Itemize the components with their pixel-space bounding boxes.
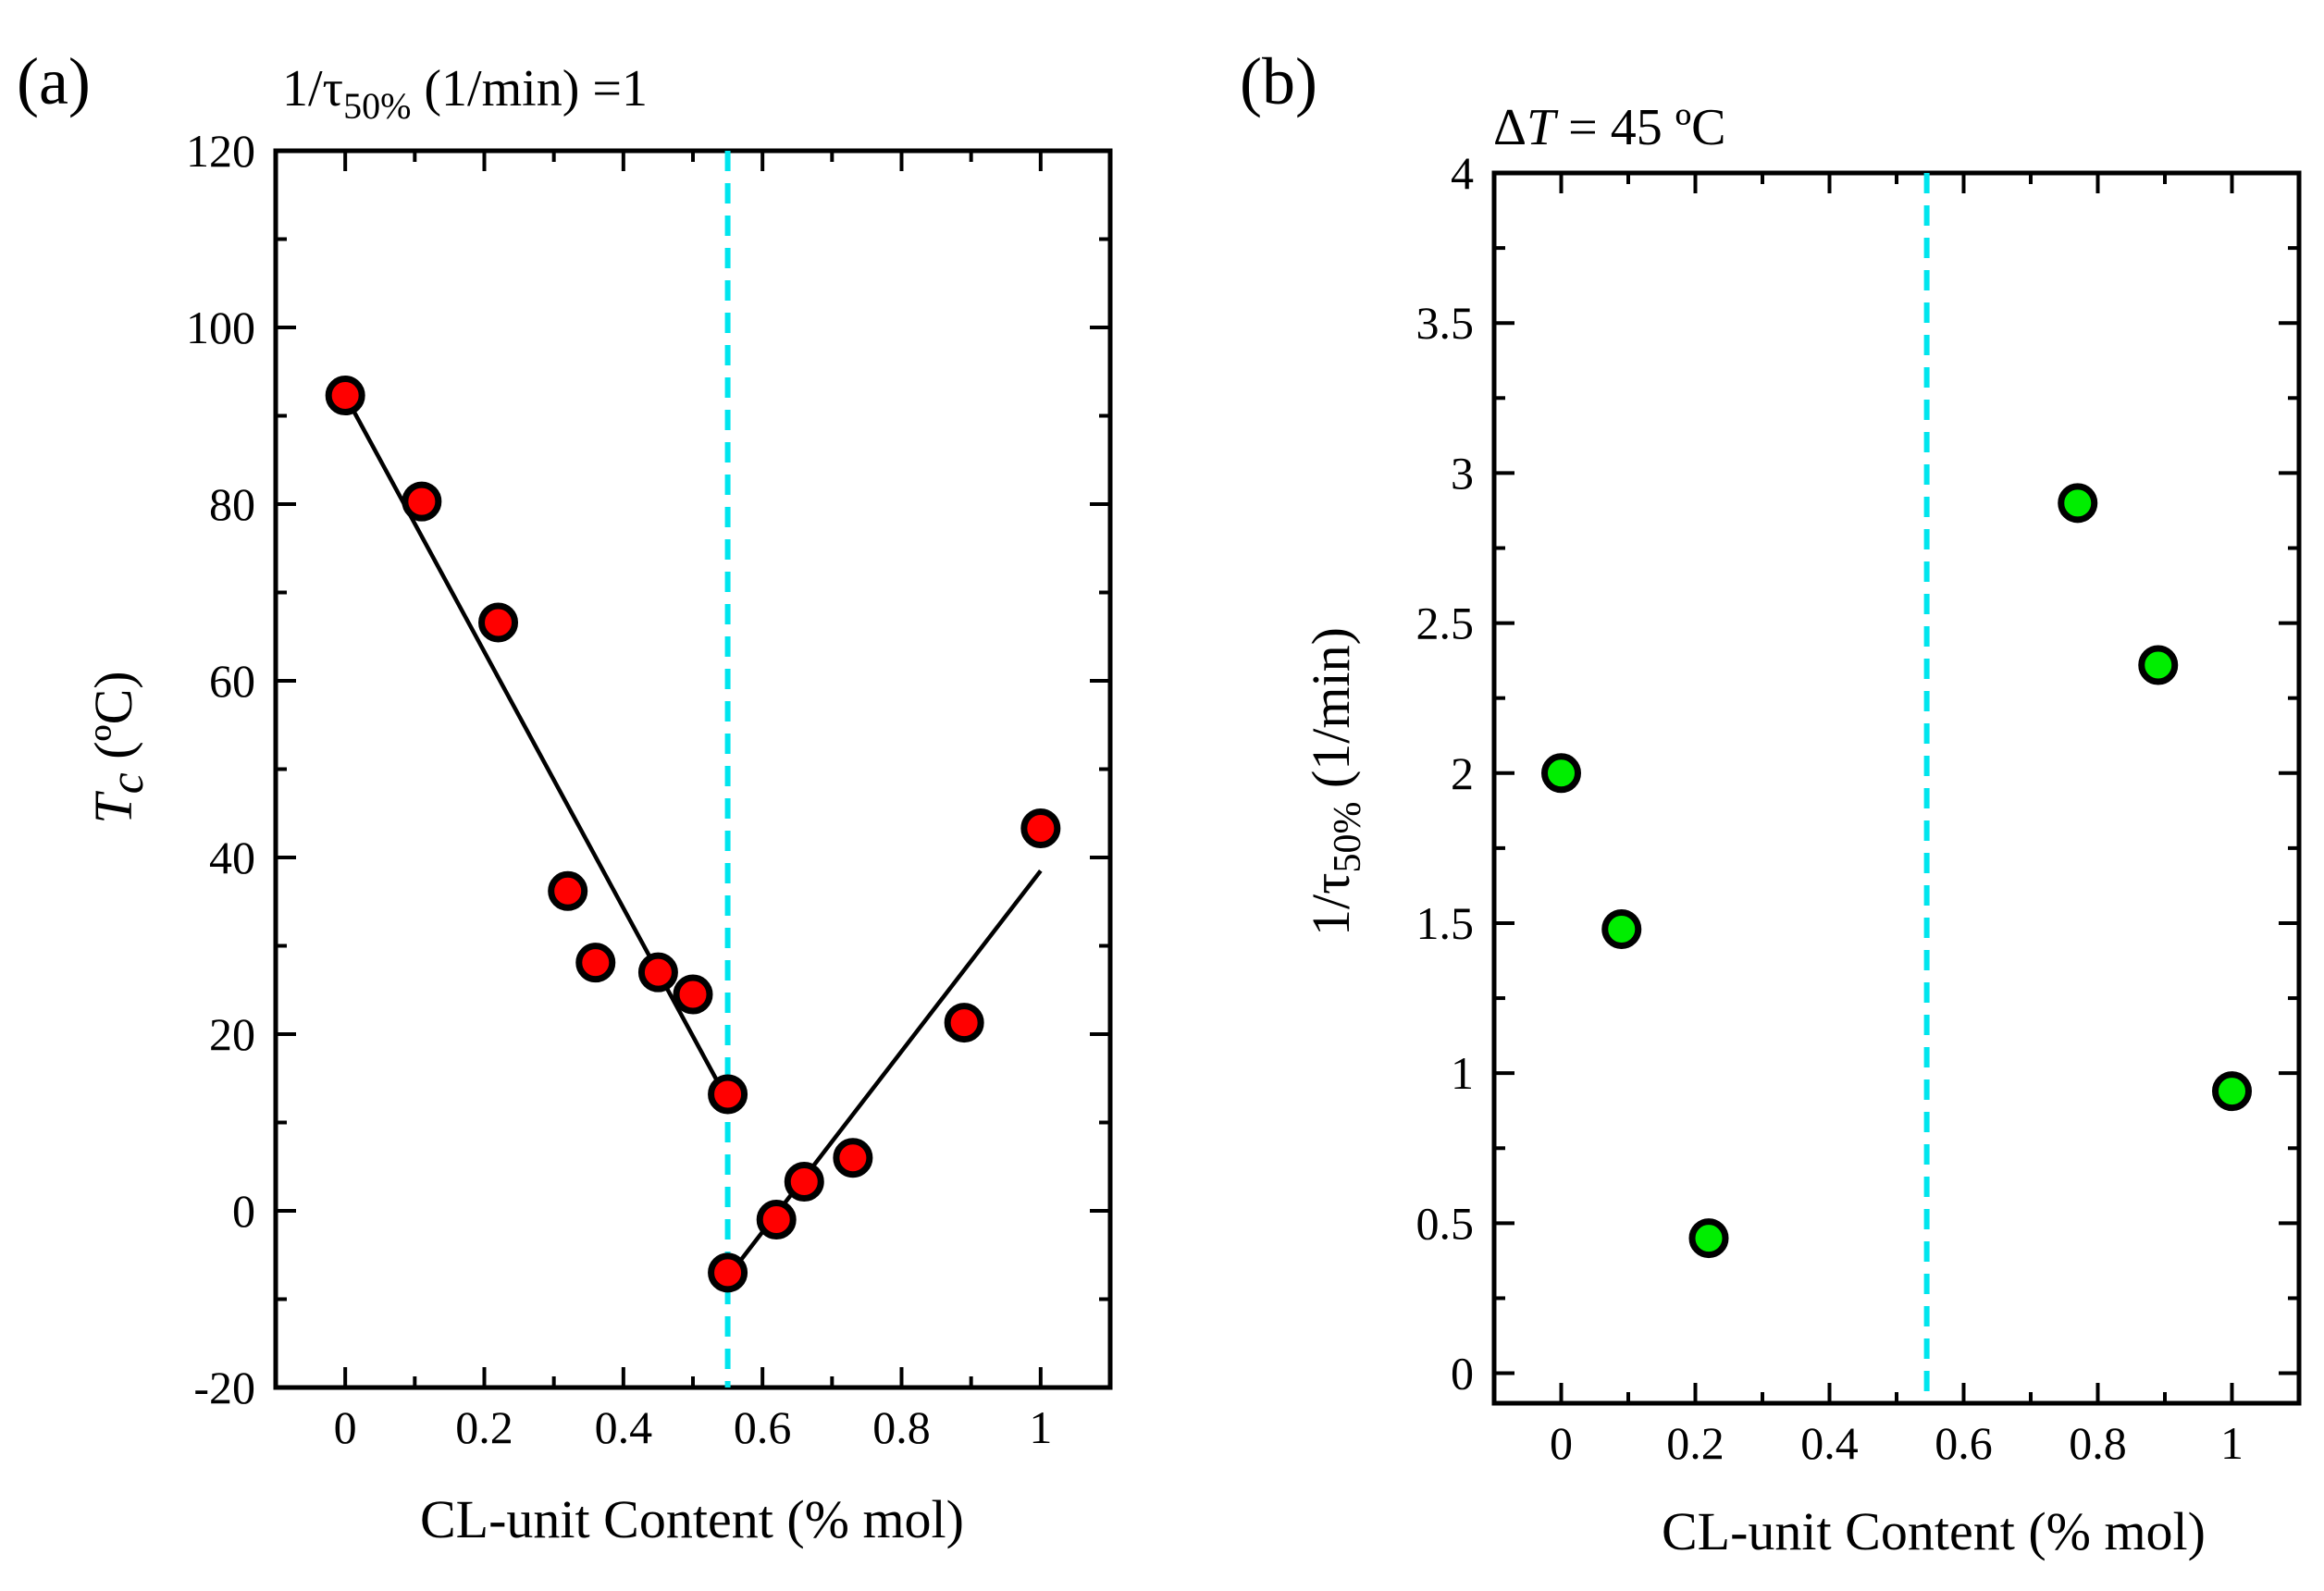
panel-a-data-point (402, 481, 442, 522)
panel-a-data-point (478, 602, 519, 643)
panel-b-x-tick-label: 1 (2220, 1417, 2244, 1469)
panel-a-data-point (708, 1252, 748, 1293)
panel-b-x-tick-label: 0 (1550, 1417, 1573, 1469)
panel-b-y-tick-label: 4 (1451, 147, 1474, 199)
panel-b-x-tick-label: 0.8 (2069, 1417, 2127, 1469)
panel-a-x-tick-label: 0.6 (734, 1401, 792, 1453)
panel-a-y-tick-label: 0 (232, 1185, 255, 1237)
panel-a-x-tick-label: 0 (334, 1401, 357, 1453)
panel-a-x-tick-label: 0.8 (872, 1401, 931, 1453)
panel-a-y-tick-label: 20 (209, 1008, 255, 1060)
panel-a-y-tick-label: 40 (209, 832, 255, 883)
panel-b-y-axis-title: 1/τ50% (1/min) (1301, 627, 1369, 936)
panel-b-plot-area: 0 0.2 0.4 0.6 0.8 1 0 0.5 1 1.5 2 2.5 3 3.5 4 (1416, 147, 2302, 1469)
panel-a-x-tick-label: 0.2 (455, 1401, 513, 1453)
panel-b-title: ΔT = 45 ºC (1493, 99, 1725, 156)
panel-a: (a) 1/τ50% (1/min) =1 0 0.2 0.4 0.6 0.8 1-200… (17, 44, 1113, 1549)
panel-b-data-point (2058, 483, 2098, 524)
panel-a-data-point (673, 974, 713, 1015)
panel-b-data-point (2212, 1071, 2252, 1112)
panel-b-y-tick-label: 3.5 (1416, 297, 1475, 349)
panel-a-data-point (1020, 808, 1061, 848)
panel-a-data-point (575, 943, 616, 983)
panel-b-frame (1491, 170, 2302, 1406)
panel-b-x-axis-title: CL-unit Content (% mol) (1662, 1501, 2206, 1561)
panel-a-data-point (548, 870, 588, 911)
panel-b-x-tick-label: 0.4 (1800, 1417, 1859, 1469)
panel-b-y-tick-label: 2 (1451, 747, 1474, 799)
panel-a-x-tick-label: 0.4 (595, 1401, 653, 1453)
panel-a-x-axis-title: CL-unit Content (% mol) (420, 1489, 964, 1549)
panel-b-y-tick-label: 0.5 (1416, 1197, 1475, 1249)
panel-b-data-point (2138, 645, 2179, 685)
panel-b-data-point (1541, 753, 1581, 794)
panel-b-y-tick-label: 1 (1451, 1047, 1474, 1099)
panel-a-label: (a) (17, 44, 91, 118)
panel-b-data-point (1601, 908, 1642, 949)
panel-a-data-point (944, 1003, 984, 1043)
panel-a-data-point (325, 376, 365, 416)
panel-a-y-tick-label: 80 (209, 478, 255, 530)
panel-a-data-point (708, 1074, 748, 1115)
panel-a-frame (273, 148, 1113, 1390)
panel-a-data-point (637, 952, 678, 993)
panel-b-y-tick-label: 2.5 (1416, 598, 1475, 649)
panel-a-data-point (833, 1138, 873, 1178)
panel-b-y-tick-label: 3 (1451, 447, 1474, 499)
panel-b-y-tick-label: 0 (1451, 1348, 1474, 1400)
panel-a-data-point (756, 1200, 797, 1240)
panel-a-y-axis-title: Tc (ºC) (83, 671, 154, 823)
panel-b-x-tick-label: 0.2 (1666, 1417, 1724, 1469)
panel-a-title: 1/τ50% (1/min) =1 (282, 60, 648, 127)
panel-a-y-tick-label: -20 (193, 1362, 255, 1413)
panel-b-y-tick-label: 1.5 (1416, 897, 1475, 949)
panel-a-x-tick-label: 1 (1029, 1401, 1052, 1453)
panel-a-y-tick-label: 120 (186, 125, 255, 177)
panel-a-y-tick-label: 60 (209, 655, 255, 707)
panel-a-y-tick-label: 100 (186, 302, 255, 353)
panel-b-data-point (1688, 1218, 1729, 1259)
panel-a-data-point (784, 1161, 824, 1202)
panel-a-plot-area: 0 0.2 0.4 0.6 0.8 1 -20 0 20 40 60 80 100 120 (186, 125, 1113, 1453)
panel-b-x-tick-label: 0.6 (1935, 1417, 1993, 1469)
panel-b-label: (b) (1240, 44, 1317, 118)
panel-b: (b) ΔT = 45 ºC 0 0.2 0.4 0.6 0.8 1 0 0.5 1 1.5 2 2.… (1240, 44, 2302, 1561)
